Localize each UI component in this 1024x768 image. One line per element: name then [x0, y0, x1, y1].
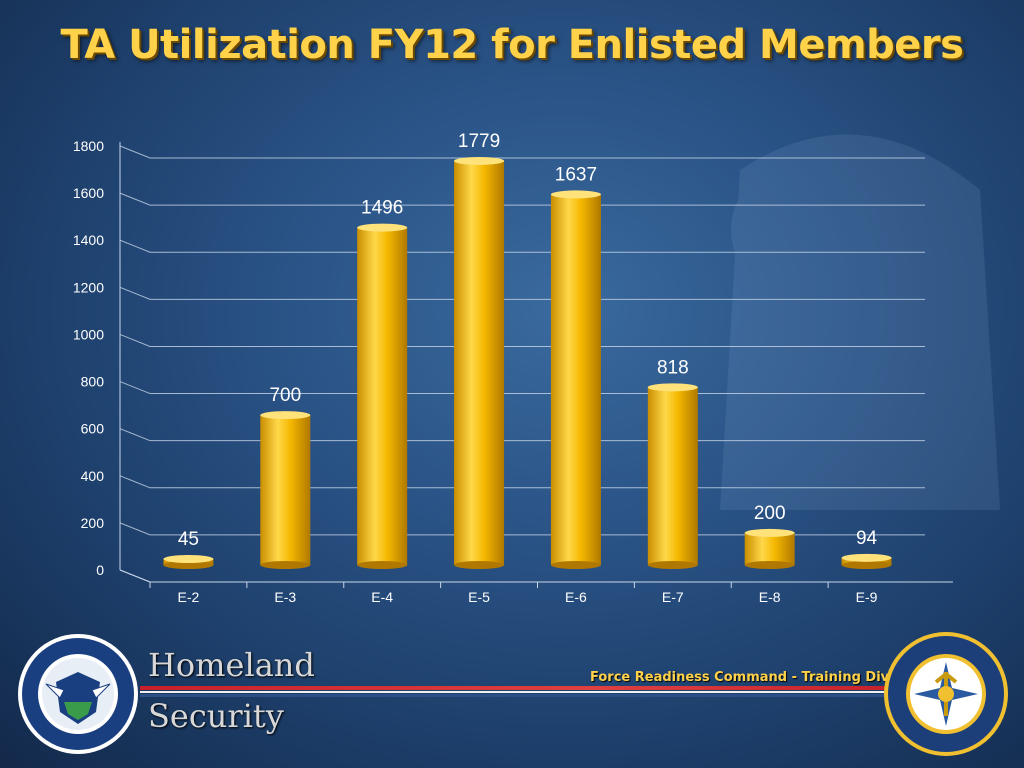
background-watermark [720, 134, 1000, 510]
data-label: 1496 [361, 198, 403, 219]
x-tick-label: E-6 [565, 589, 587, 605]
bar [647, 387, 698, 565]
bar-base [357, 561, 408, 569]
x-tick-label: E-8 [759, 589, 781, 605]
gridline [119, 475, 925, 489]
gridline [119, 381, 925, 395]
gridline [119, 333, 925, 347]
y-tick-label: 800 [81, 374, 105, 390]
security-logo-text: Security [148, 697, 284, 735]
bar-top [647, 383, 698, 392]
homeland-logo-text: Homeland [148, 646, 315, 684]
gridline [119, 569, 925, 583]
x-axis-floor [119, 569, 953, 583]
bar-chart: 0 200 400 600 800 1000 1200 1400 1600 1800 45 E-2 70… [73, 131, 953, 605]
gridline [119, 286, 925, 300]
data-label: 45 [178, 529, 199, 550]
y-tick-label: 1600 [73, 185, 104, 201]
data-label: 818 [657, 357, 689, 378]
gridline [119, 145, 925, 159]
bar-top [550, 190, 601, 199]
bar [744, 532, 795, 565]
x-tick-label: E-9 [856, 589, 878, 605]
y-tick-label: 1800 [73, 138, 104, 154]
bar [357, 227, 408, 565]
x-tick-label: E-4 [371, 589, 393, 605]
bar [454, 160, 505, 566]
bar-top [841, 553, 892, 562]
bar-top [744, 528, 795, 537]
footer-red-stripe [140, 686, 900, 690]
bar-top [357, 223, 408, 232]
footer-white-stripe [140, 691, 900, 693]
bar-top [260, 411, 311, 420]
bar-base [841, 561, 892, 569]
y-tick-label: 600 [81, 421, 105, 437]
bar-top [454, 156, 505, 165]
x-tick-label: E-7 [662, 589, 684, 605]
bar [550, 194, 601, 565]
uscg-seal-icon [884, 632, 1008, 756]
y-tick-label: 1200 [73, 279, 104, 295]
bar-base [744, 561, 795, 569]
page-title: TA Utilization FY12 for Enlisted Members [60, 22, 964, 68]
gridline [119, 522, 925, 536]
bar-base [260, 561, 311, 569]
bar [260, 415, 311, 565]
dhs-seal-icon [18, 634, 138, 754]
division-label: Force Readiness Command - Training Divis… [590, 670, 924, 685]
bar-base [550, 561, 601, 569]
data-label: 1779 [458, 131, 500, 152]
data-label: 700 [269, 385, 301, 406]
data-label: 94 [856, 528, 878, 549]
y-tick-label: 200 [81, 515, 105, 531]
y-tick-label: 1000 [73, 326, 104, 342]
x-tick-label: E-5 [468, 589, 490, 605]
gridline [119, 239, 925, 253]
y-tick-label: 0 [96, 562, 104, 578]
y-tick-label: 400 [81, 468, 105, 484]
bar-base [454, 561, 505, 569]
data-label: 1637 [555, 164, 597, 185]
bar-base [163, 561, 214, 569]
bar-top [163, 555, 214, 563]
y-tick-label: 1400 [73, 232, 104, 248]
x-tick-label: E-3 [274, 589, 296, 605]
gridline [119, 192, 925, 206]
x-tick-label: E-2 [178, 589, 200, 605]
bar-base [647, 561, 698, 569]
data-label: 200 [754, 503, 786, 524]
footer-blue-stripe [140, 694, 900, 697]
gridline [119, 428, 925, 442]
